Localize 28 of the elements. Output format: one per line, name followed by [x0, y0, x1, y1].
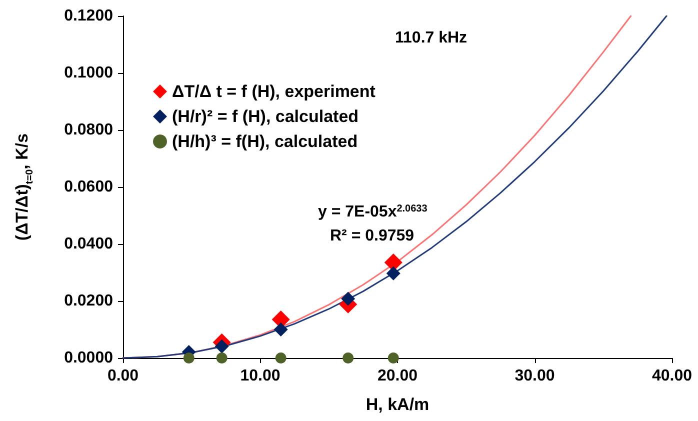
x-tick-label: 10.00	[240, 368, 280, 384]
point	[341, 292, 356, 306]
x-tick-label: 20.00	[377, 368, 418, 384]
point	[274, 322, 288, 336]
y-tick-label: 0.0600	[64, 178, 114, 196]
annotation: R² = 0.9759	[330, 228, 414, 244]
y-tick-label: 0.0000	[64, 350, 114, 366]
y-axis-title: (ΔT/Δt)t=0, K/s	[12, 133, 36, 241]
legend-label: (H/r)² = f (H), calculated	[172, 107, 359, 126]
y-tick-label: 0.0200	[64, 292, 114, 310]
annotation: 110.7 kHz	[395, 30, 468, 46]
x-axis-title: H, kA/m	[366, 395, 430, 414]
point	[183, 352, 194, 364]
point	[388, 352, 399, 364]
y-tick-label: 0.0400	[64, 236, 114, 252]
legend-label: ΔT/Δ t = f (H), experiment	[172, 82, 376, 101]
point	[275, 352, 286, 364]
y-tick-label: 0.1000	[64, 64, 114, 82]
x-tick-label: 40.00	[652, 368, 692, 384]
point	[342, 352, 354, 364]
point	[214, 339, 229, 354]
point	[216, 352, 228, 364]
legend-label: (H/h)³ = f(H), calculated	[172, 132, 358, 151]
x-tick-label: 30.00	[514, 368, 555, 384]
y-tick-label: 0.1200	[64, 8, 114, 24]
x-tick-label: 0.00	[107, 368, 139, 384]
y-tick-label: 0.0800	[64, 122, 114, 138]
point	[386, 266, 400, 280]
